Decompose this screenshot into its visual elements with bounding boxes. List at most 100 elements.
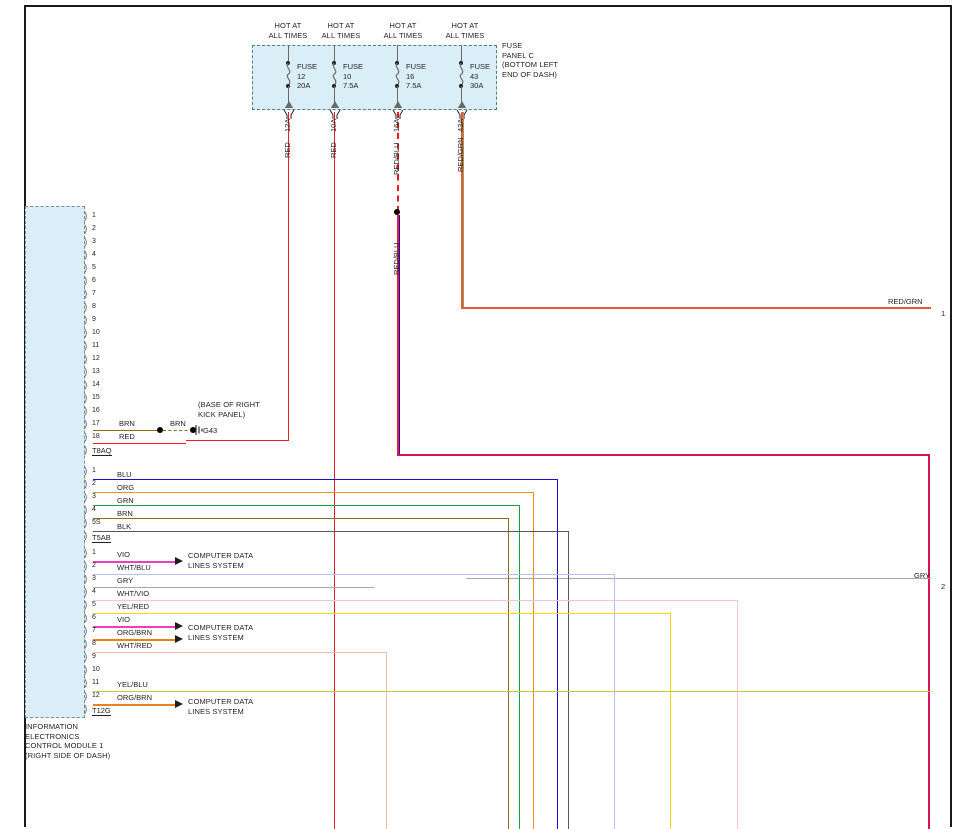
- pin-bracket: ): [84, 211, 88, 222]
- pin-bracket: ): [84, 691, 88, 702]
- fuse-4-arrow: [457, 101, 466, 108]
- pin-bracket: ): [84, 518, 88, 529]
- fuse-2-arrow: [330, 101, 339, 108]
- pin-number: 6: [92, 614, 96, 621]
- pin-bracket: ): [84, 367, 88, 378]
- pin-bracket: ): [84, 652, 88, 663]
- wire-yel-red: [93, 613, 671, 614]
- wire-color-label: BLU: [117, 470, 132, 479]
- wire-red-pin18-label: RED: [119, 432, 135, 441]
- wire-red-12a: [288, 112, 289, 440]
- pin-bracket: ): [84, 341, 88, 352]
- hot-at-all-times-label-4: HOT AT ALL TIMES: [445, 21, 485, 40]
- fuse-4-symbol: [459, 63, 464, 85]
- wire-gry: [93, 587, 374, 588]
- pin-number: 14: [92, 381, 100, 388]
- wire-org-down: [533, 492, 534, 829]
- fuse-panel-c-box: [252, 45, 497, 110]
- wire-brn-ground-solid: [93, 430, 160, 431]
- hot-at-all-times-label-2: HOT AT ALL TIMES: [321, 21, 361, 40]
- hot-at-all-times-label-3: HOT AT ALL TIMES: [383, 21, 423, 40]
- pin-number: 7: [92, 627, 96, 634]
- arrow-computer-data-1: [175, 556, 183, 565]
- pin-bracket: ): [84, 224, 88, 235]
- pin-number: 16: [92, 407, 100, 414]
- pin-number: 7: [92, 290, 96, 297]
- pin-bracket: ): [84, 250, 88, 261]
- pin-bracket: ): [84, 393, 88, 404]
- wire-blu-down: [557, 479, 558, 829]
- pin-bracket: ): [84, 315, 88, 326]
- wire-red-12a-horizontal: [186, 440, 289, 441]
- wire-red-grn: [461, 112, 463, 308]
- fuse-4-number: 43: [470, 71, 479, 81]
- wire-vio-pin6: [93, 626, 175, 628]
- hot-at-all-times-label-1: HOT AT ALL TIMES: [268, 21, 308, 40]
- wire-red-10a: [334, 112, 335, 829]
- wire-wht-red: [93, 652, 387, 653]
- pin-bracket: ): [84, 354, 88, 365]
- fuse-3-rating: 7.5A: [406, 81, 422, 90]
- pin-bracket: ): [84, 678, 88, 689]
- ground-location-label: (BASE OF RIGHT KICK PANEL): [198, 400, 260, 419]
- fuse-feed-3-bottom: [397, 86, 398, 106]
- fuse-2-info: FUSE 10 7.5A: [343, 62, 363, 91]
- pin-bracket: ): [84, 479, 88, 490]
- pin-number: 2: [92, 225, 96, 232]
- wire-red-grn-color-label: RED/GRN: [456, 137, 465, 172]
- pin-bracket: ): [84, 574, 88, 585]
- wire-color-label: BLK: [117, 522, 132, 531]
- wire-color-label: BRN: [117, 509, 133, 518]
- fuse-1-number: 12: [297, 71, 306, 81]
- pin-number: 12: [92, 692, 100, 699]
- fuse-3-symbol: [395, 63, 400, 85]
- connector-label-t8aq: T8AQ: [92, 446, 112, 456]
- wire-org-brn-pin7: [93, 639, 175, 641]
- fuse-2-number: 10: [343, 71, 352, 81]
- wire-color-label: WHT/VIO: [117, 589, 150, 598]
- wire-red-10a-color-label: RED: [329, 142, 338, 158]
- pin-number: 3: [92, 575, 96, 582]
- destination-label-2: COMPUTER DATA LINES SYSTEM: [188, 623, 254, 642]
- pin-number: 1: [92, 467, 96, 474]
- pin-bracket: ): [84, 548, 88, 559]
- pin-bracket: ): [84, 665, 88, 676]
- wire-red-grn-gauge-label: 43A: [456, 118, 465, 132]
- wire-color-label: ORG: [117, 483, 135, 492]
- pin-number: 8: [92, 640, 96, 647]
- arrow-computer-data-2: [175, 621, 183, 630]
- wire-red-blu-splice-label: RED/BLU: [392, 242, 401, 275]
- wire-org-brn-pin12: [93, 704, 175, 706]
- splice-dot-red-blu: [394, 209, 400, 215]
- fuse-feed-1-bottom: [288, 86, 289, 106]
- fuse-1-word: FUSE: [297, 62, 318, 71]
- pin-number: 9: [92, 653, 96, 660]
- fuse-feed-4-top: [461, 45, 462, 63]
- wire-red-blu-color-label: RED/BLU: [392, 142, 401, 175]
- fuse-3-connector-symbol: [392, 110, 404, 119]
- module-name-label: INFORMATION ELECTRONICS CONTROL MODULE 1…: [25, 722, 111, 760]
- fuse-1-connector-symbol: [283, 110, 295, 119]
- arrow-computer-data-3: [175, 699, 183, 708]
- fuse-1-symbol: [286, 63, 291, 85]
- pin-bracket: ): [84, 445, 88, 456]
- pin-number: 4: [92, 506, 96, 513]
- fuse-2-connector-symbol: [329, 110, 341, 119]
- fuse-2-symbol: [332, 63, 337, 85]
- pin-number: 3: [92, 493, 96, 500]
- pin-bracket: ): [84, 626, 88, 637]
- wire-red-blu-stripe: [399, 215, 400, 455]
- pin-bracket: ): [84, 328, 88, 339]
- fuse-2-rating: 7.5A: [343, 81, 359, 90]
- pin-bracket: ): [84, 531, 88, 542]
- ground-terminal-dot: [190, 427, 196, 433]
- wire-yel-red-down: [670, 613, 671, 829]
- fuse-3-info: FUSE 16 7.5A: [406, 62, 426, 91]
- wire-color-label: WHT/RED: [117, 641, 152, 650]
- pin-bracket: ): [84, 263, 88, 274]
- wire-color-label: YEL/BLU: [117, 680, 148, 689]
- fuse-panel-c-label: FUSE PANEL C (BOTTOM LEFT END OF DASH): [502, 41, 559, 79]
- connector-label-t5ab: T5AB: [92, 533, 111, 543]
- pin-number: 8: [92, 303, 96, 310]
- wire-wht-vio-down: [737, 600, 738, 829]
